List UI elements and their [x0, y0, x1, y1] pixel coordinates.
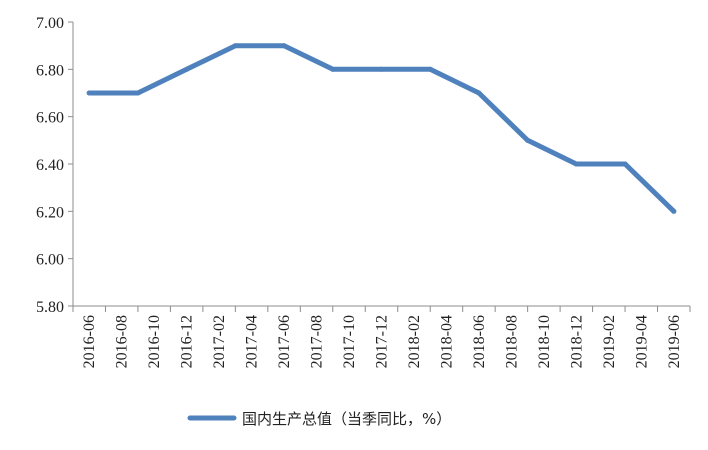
data-point: [184, 66, 190, 72]
x-tick-label: 2017-08: [309, 315, 326, 368]
data-point: [281, 43, 287, 49]
y-tick-label: 6.80: [36, 62, 64, 79]
data-point: [86, 90, 92, 96]
data-point: [622, 161, 628, 167]
data-point: [135, 90, 141, 96]
y-tick-label: 5.80: [36, 299, 64, 316]
data-point: [330, 66, 336, 72]
x-tick-label: 2017-04: [244, 315, 261, 368]
x-tick-label: 2018-02: [406, 315, 423, 368]
x-tick-label: 2017-02: [211, 315, 228, 368]
x-tick-label: 2018-06: [471, 315, 488, 368]
y-tick-label: 7.00: [36, 15, 64, 32]
data-point: [476, 90, 482, 96]
data-point: [525, 137, 531, 143]
x-tick-label: 2016-10: [146, 315, 163, 368]
x-tick-label: 2018-08: [503, 315, 520, 368]
x-tick-label: 2016-12: [179, 315, 196, 368]
x-tick-label: 2018-04: [438, 315, 455, 368]
x-axis-ticks: 2016-06 2016-08 2016-10 2016-12 2017-02 2017-…: [72, 306, 691, 368]
x-tick-label: 2018-12: [568, 315, 585, 368]
series-group: [86, 43, 677, 214]
x-tick-label: 2019-06: [666, 315, 683, 368]
x-tick-label: 2017-10: [341, 315, 358, 368]
data-point: [232, 43, 238, 49]
data-point: [379, 66, 384, 72]
x-tick-label: 2019-04: [633, 315, 650, 368]
y-tick-label: 6.20: [36, 204, 64, 221]
data-point: [573, 161, 579, 167]
data-point: [427, 66, 433, 72]
x-tick-label: 2016-08: [114, 315, 131, 368]
data-point: [671, 208, 677, 214]
x-tick-label: 2018-10: [536, 315, 553, 368]
y-tick-label: 6.60: [36, 110, 64, 127]
x-tick-label: 2017-12: [374, 315, 391, 368]
y-tick-label: 6.40: [36, 157, 64, 174]
x-tick-label: 2017-06: [276, 315, 293, 368]
legend-label: 国内生产总值（当季同比，%）: [242, 410, 451, 428]
y-axis-ticks: 5.80 6.00 6.20 6.40 6.60 6.80 7.00: [36, 15, 73, 316]
x-tick-label: 2016-06: [81, 315, 98, 368]
x-tick-label: 2019-02: [601, 315, 618, 368]
y-tick-label: 6.00: [36, 252, 64, 269]
legend: 国内生产总值（当季同比，%）: [187, 410, 451, 428]
